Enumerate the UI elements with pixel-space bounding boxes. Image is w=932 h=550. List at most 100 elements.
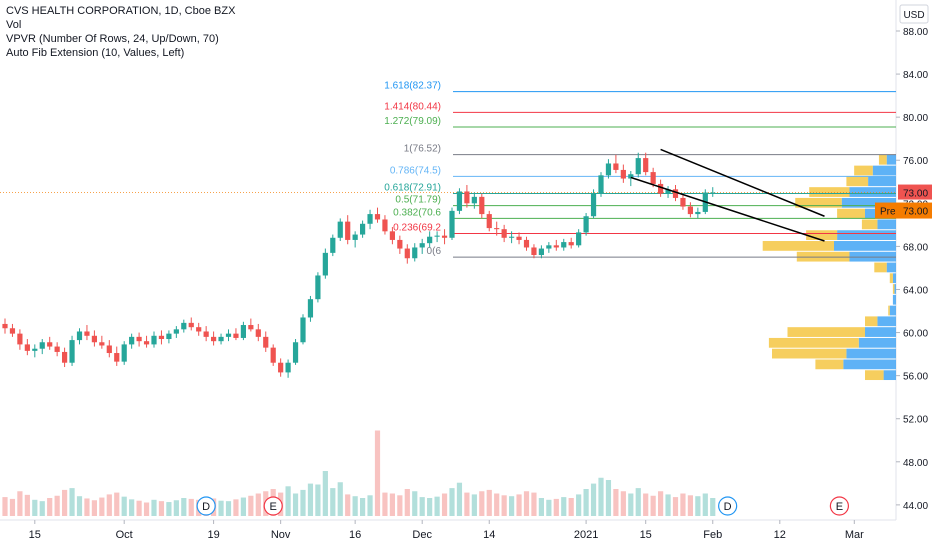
volume-bar bbox=[188, 498, 194, 516]
volume-bar bbox=[643, 493, 649, 516]
volume-bar bbox=[300, 489, 306, 516]
candle-body bbox=[441, 235, 448, 238]
dividend-marker bbox=[718, 496, 738, 516]
candle-body bbox=[196, 327, 202, 332]
vp-up-bar bbox=[886, 262, 896, 273]
x-tick-label: Mar bbox=[845, 529, 864, 541]
candle-body bbox=[613, 163, 619, 170]
volume-bar bbox=[114, 492, 120, 516]
y-tick-label: 68.00 bbox=[903, 242, 928, 253]
volume-bar bbox=[449, 488, 455, 516]
volume-bar bbox=[613, 489, 619, 516]
symbol-title[interactable]: CVS HEALTH CORPORATION, 1D, Cboe BZX bbox=[6, 5, 236, 17]
volume-bar bbox=[523, 491, 530, 516]
volume-bar bbox=[322, 471, 328, 516]
candle-body bbox=[561, 242, 567, 248]
last-price-text: 73.00 bbox=[903, 189, 928, 200]
x-tick-label: 2021 bbox=[574, 529, 598, 541]
volume-bar bbox=[84, 498, 90, 516]
volume-bar bbox=[337, 482, 343, 516]
vp-up-bar bbox=[865, 327, 896, 337]
indicator-vpvr[interactable]: VPVR (Number Of Rows, 24, Up/Down, 70) bbox=[6, 33, 219, 45]
candle-body bbox=[322, 252, 328, 276]
candle-body bbox=[47, 342, 53, 347]
volume-bar bbox=[345, 494, 351, 516]
candle-body bbox=[270, 347, 276, 363]
candle-body bbox=[337, 221, 343, 238]
vp-up-bar bbox=[841, 197, 896, 208]
x-tick-label: 19 bbox=[207, 529, 219, 541]
volume-bar bbox=[47, 498, 53, 516]
candle-body bbox=[285, 362, 291, 373]
vp-down-bar bbox=[865, 370, 884, 381]
candle-body bbox=[106, 345, 112, 354]
volume-bar bbox=[479, 491, 485, 516]
candle-body bbox=[84, 331, 90, 336]
candle-body bbox=[479, 196, 485, 215]
vp-up-bar bbox=[886, 154, 896, 165]
candle-body bbox=[397, 239, 403, 249]
trendline bbox=[660, 148, 825, 217]
candle-body bbox=[546, 245, 552, 249]
volume-bar bbox=[54, 495, 60, 516]
candle-body bbox=[263, 336, 269, 348]
volume-bar bbox=[531, 492, 537, 516]
fib-level-label: 0.618(72.91) bbox=[384, 183, 441, 194]
candle-body bbox=[568, 242, 574, 246]
candle-body bbox=[99, 342, 105, 346]
candle-body bbox=[225, 333, 232, 337]
vp-up-bar bbox=[849, 251, 896, 262]
fib-level-label: 0.382(70.6 bbox=[393, 207, 441, 218]
candle-body bbox=[360, 223, 366, 235]
x-tick-label: 15 bbox=[640, 529, 652, 541]
candle-body bbox=[471, 196, 477, 204]
currency-label: USD bbox=[903, 10, 924, 21]
vp-up-bar bbox=[877, 316, 896, 327]
candle-body bbox=[121, 344, 127, 362]
indicator-vol[interactable]: Vol bbox=[6, 19, 22, 31]
vp-down-bar bbox=[837, 208, 865, 219]
volume-bar bbox=[576, 494, 582, 516]
volume-bar bbox=[17, 491, 23, 516]
vp-up-bar bbox=[872, 165, 896, 176]
candle-body bbox=[665, 189, 671, 194]
x-tick-label: 12 bbox=[774, 529, 786, 541]
candle-body bbox=[374, 214, 381, 220]
x-tick-label: 14 bbox=[483, 529, 495, 541]
volume-bar bbox=[635, 488, 641, 516]
candle-body bbox=[389, 231, 395, 240]
candle-body bbox=[598, 175, 604, 194]
volume-bar bbox=[106, 494, 112, 516]
trendline bbox=[630, 176, 825, 242]
y-tick-label: 48.00 bbox=[903, 458, 928, 469]
vp-down-bar bbox=[892, 284, 895, 294]
volume-bar bbox=[389, 493, 395, 516]
volume-bar bbox=[374, 430, 381, 516]
vp-down-bar bbox=[768, 337, 859, 348]
candle-body bbox=[576, 232, 582, 246]
indicator-fib[interactable]: Auto Fib Extension (10, Values, Left) bbox=[6, 47, 185, 59]
volume-bar bbox=[382, 492, 388, 516]
fib-level-label: 0(6 bbox=[427, 246, 442, 257]
volume-bar bbox=[464, 492, 470, 516]
candle-body bbox=[69, 340, 75, 363]
candle-body bbox=[240, 325, 246, 338]
candle-body bbox=[412, 247, 418, 259]
volume-bar bbox=[121, 496, 127, 516]
volume-bar bbox=[76, 496, 83, 516]
volume-bar bbox=[456, 482, 463, 516]
volume-bar bbox=[665, 494, 671, 516]
candle-body bbox=[62, 351, 68, 363]
volume-bar bbox=[352, 496, 358, 516]
y-tick-label: 80.00 bbox=[903, 113, 928, 124]
candle-body bbox=[151, 335, 157, 345]
y-tick-label: 84.00 bbox=[903, 70, 928, 81]
vp-up-bar bbox=[868, 176, 896, 187]
volume-bar bbox=[330, 488, 336, 516]
vp-up-bar bbox=[889, 305, 896, 316]
vp-up-bar bbox=[883, 370, 896, 381]
candle-body bbox=[464, 191, 470, 204]
candle-body bbox=[553, 245, 559, 248]
volume-bar bbox=[69, 488, 75, 516]
